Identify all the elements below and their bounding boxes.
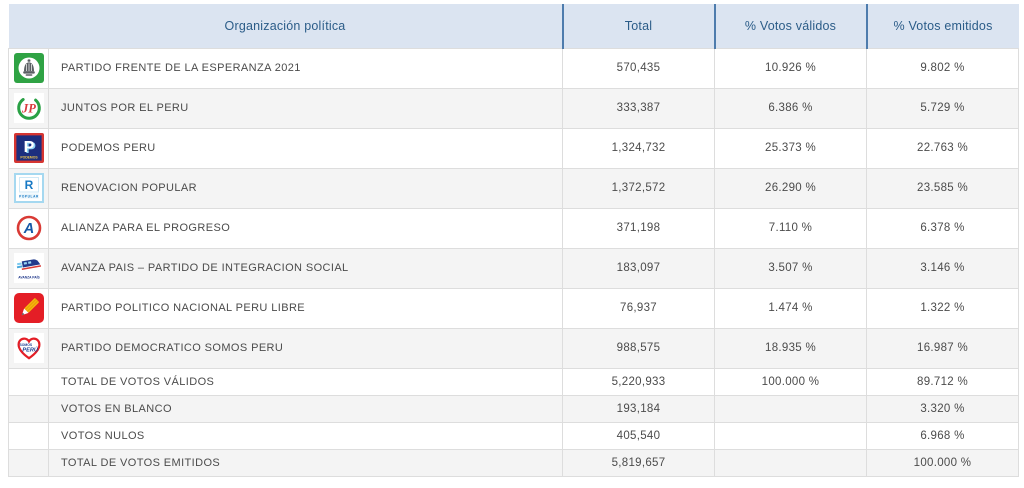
summary-total-votes: 5,220,933 bbox=[562, 367, 715, 396]
party-pct-valid-votes: 6.386 % bbox=[714, 87, 867, 129]
party-row: PARTIDO FRENTE DE LA ESPERANZA 2021 570,… bbox=[8, 47, 1019, 89]
party-pct-valid-votes: 10.926 % bbox=[714, 47, 867, 89]
party-name: PODEMOS PERU bbox=[48, 127, 563, 169]
header-row: Organización política Total % Votos váli… bbox=[8, 4, 1019, 48]
party-logo-cell: A bbox=[8, 207, 49, 249]
party-name: ALIANZA PARA EL PROGRESO bbox=[48, 207, 563, 249]
party-pct-emitted-votes: 16.987 % bbox=[866, 327, 1019, 369]
party-row: AVANZA PAÍS AVANZA PAIS – PARTIDO DE INT… bbox=[8, 247, 1019, 289]
column-header-organizacion-politica: Organización política bbox=[8, 4, 563, 48]
party-logo-cell: JP bbox=[8, 87, 49, 129]
party-logo-cell: SOMOS PERÚ bbox=[8, 327, 49, 369]
party-pct-emitted-votes: 23.585 % bbox=[866, 167, 1019, 209]
party-row: SOMOS PERÚ PARTIDO DEMOCRATICO SOMOS PER… bbox=[8, 327, 1019, 369]
podemos-peru-logo-icon: P P PODEMOS bbox=[13, 133, 44, 163]
alianza-para-el-progreso-logo-icon: A bbox=[13, 213, 44, 243]
party-logo-cell: AVANZA PAÍS bbox=[8, 247, 49, 289]
party-pct-emitted-votes: 1.322 % bbox=[866, 287, 1019, 329]
party-pct-emitted-votes: 9.802 % bbox=[866, 47, 1019, 89]
column-header-pct-votos-validos: % Votos válidos bbox=[713, 4, 867, 48]
party-name: PARTIDO POLITICO NACIONAL PERU LIBRE bbox=[48, 287, 563, 329]
summary-pct-valid-votes: 100.000 % bbox=[714, 367, 867, 396]
summary-pct-valid-votes bbox=[714, 394, 867, 423]
summary-pct-emitted-votes: 6.968 % bbox=[866, 421, 1019, 450]
summary-row: VOTOS NULOS 405,540 6.968 % bbox=[8, 421, 1019, 450]
summary-label: TOTAL DE VOTOS VÁLIDOS bbox=[48, 367, 563, 396]
summary-row: TOTAL DE VOTOS EMITIDOS 5,819,657 100.00… bbox=[8, 448, 1019, 477]
election-results-table: Organización política Total % Votos váli… bbox=[8, 4, 1019, 477]
summary-empty-cell bbox=[8, 448, 49, 477]
party-pct-emitted-votes: 22.763 % bbox=[866, 127, 1019, 169]
party-total-votes: 988,575 bbox=[562, 327, 715, 369]
party-logo-cell: P P PODEMOS bbox=[8, 127, 49, 169]
party-pct-emitted-votes: 5.729 % bbox=[866, 87, 1019, 129]
summary-empty-cell bbox=[8, 421, 49, 450]
summary-empty-cell bbox=[8, 394, 49, 423]
somos-peru-logo-icon: SOMOS PERÚ bbox=[13, 333, 44, 363]
party-pct-valid-votes: 7.110 % bbox=[714, 207, 867, 249]
summary-empty-cell bbox=[8, 367, 49, 396]
svg-text:AVANZA PAÍS: AVANZA PAÍS bbox=[18, 275, 40, 280]
summary-total-votes: 193,184 bbox=[562, 394, 715, 423]
table-body: PARTIDO FRENTE DE LA ESPERANZA 2021 570,… bbox=[8, 47, 1019, 477]
party-pct-valid-votes: 26.290 % bbox=[714, 167, 867, 209]
party-total-votes: 76,937 bbox=[562, 287, 715, 329]
party-pct-emitted-votes: 3.146 % bbox=[866, 247, 1019, 289]
svg-text:PERÚ: PERÚ bbox=[22, 346, 39, 353]
summary-label: VOTOS EN BLANCO bbox=[48, 394, 563, 423]
party-pct-valid-votes: 1.474 % bbox=[714, 287, 867, 329]
party-row: A ALIANZA PARA EL PROGRESO 371,198 7.110… bbox=[8, 207, 1019, 249]
summary-row: VOTOS EN BLANCO 193,184 3.320 % bbox=[8, 394, 1019, 423]
summary-total-votes: 5,819,657 bbox=[562, 448, 715, 477]
svg-text:P: P bbox=[23, 139, 34, 156]
column-header-total: Total bbox=[561, 4, 715, 48]
svg-text:P: P bbox=[25, 140, 36, 157]
results-table-container: Organización política Total % Votos váli… bbox=[8, 4, 1019, 477]
party-total-votes: 371,198 bbox=[562, 207, 715, 249]
summary-label: TOTAL DE VOTOS EMITIDOS bbox=[48, 448, 563, 477]
party-logo-cell bbox=[8, 47, 49, 89]
party-pct-emitted-votes: 6.378 % bbox=[866, 207, 1019, 249]
party-total-votes: 1,324,732 bbox=[562, 127, 715, 169]
column-header-pct-votos-emitidos: % Votos emitidos bbox=[865, 4, 1019, 48]
summary-pct-valid-votes bbox=[714, 448, 867, 477]
party-total-votes: 570,435 bbox=[562, 47, 715, 89]
party-pct-valid-votes: 3.507 % bbox=[714, 247, 867, 289]
summary-pct-emitted-votes: 3.320 % bbox=[866, 394, 1019, 423]
party-name: RENOVACION POPULAR bbox=[48, 167, 563, 209]
juntos-por-el-peru-logo-icon: JP bbox=[13, 93, 44, 123]
party-total-votes: 333,387 bbox=[562, 87, 715, 129]
party-row: PARTIDO POLITICO NACIONAL PERU LIBRE 76,… bbox=[8, 287, 1019, 329]
party-row: R POPULAR RENOVACION POPULAR 1,372,572 2… bbox=[8, 167, 1019, 209]
party-name: AVANZA PAIS – PARTIDO DE INTEGRACION SOC… bbox=[48, 247, 563, 289]
party-logo-cell bbox=[8, 287, 49, 329]
summary-pct-emitted-votes: 100.000 % bbox=[866, 448, 1019, 477]
svg-text:PODEMOS: PODEMOS bbox=[20, 156, 38, 160]
avanza-pais-logo-icon: AVANZA PAÍS bbox=[13, 253, 44, 283]
summary-pct-valid-votes bbox=[714, 421, 867, 450]
svg-text:A: A bbox=[22, 221, 33, 237]
party-logo-cell: R POPULAR bbox=[8, 167, 49, 209]
party-name: PARTIDO DEMOCRATICO SOMOS PERU bbox=[48, 327, 563, 369]
summary-label: VOTOS NULOS bbox=[48, 421, 563, 450]
party-total-votes: 1,372,572 bbox=[562, 167, 715, 209]
summary-total-votes: 405,540 bbox=[562, 421, 715, 450]
svg-text:SOMOS: SOMOS bbox=[19, 343, 32, 347]
svg-text:R: R bbox=[24, 178, 33, 192]
party-row: P P PODEMOS PODEMOS PERU 1,324,732 25.37… bbox=[8, 127, 1019, 169]
summary-pct-emitted-votes: 89.712 % bbox=[866, 367, 1019, 396]
party-name: JUNTOS POR EL PERU bbox=[48, 87, 563, 129]
frente-esperanza-logo-icon bbox=[13, 53, 44, 83]
party-name: PARTIDO FRENTE DE LA ESPERANZA 2021 bbox=[48, 47, 563, 89]
renovacion-popular-logo-icon: R POPULAR bbox=[13, 173, 44, 203]
party-row: JP JUNTOS POR EL PERU 333,387 6.386 % 5.… bbox=[8, 87, 1019, 129]
summary-row: TOTAL DE VOTOS VÁLIDOS 5,220,933 100.000… bbox=[8, 367, 1019, 396]
party-pct-valid-votes: 25.373 % bbox=[714, 127, 867, 169]
svg-text:JP: JP bbox=[21, 102, 36, 116]
peru-libre-logo-icon bbox=[13, 293, 44, 323]
svg-text:POPULAR: POPULAR bbox=[19, 194, 39, 198]
party-total-votes: 183,097 bbox=[562, 247, 715, 289]
party-pct-valid-votes: 18.935 % bbox=[714, 327, 867, 369]
